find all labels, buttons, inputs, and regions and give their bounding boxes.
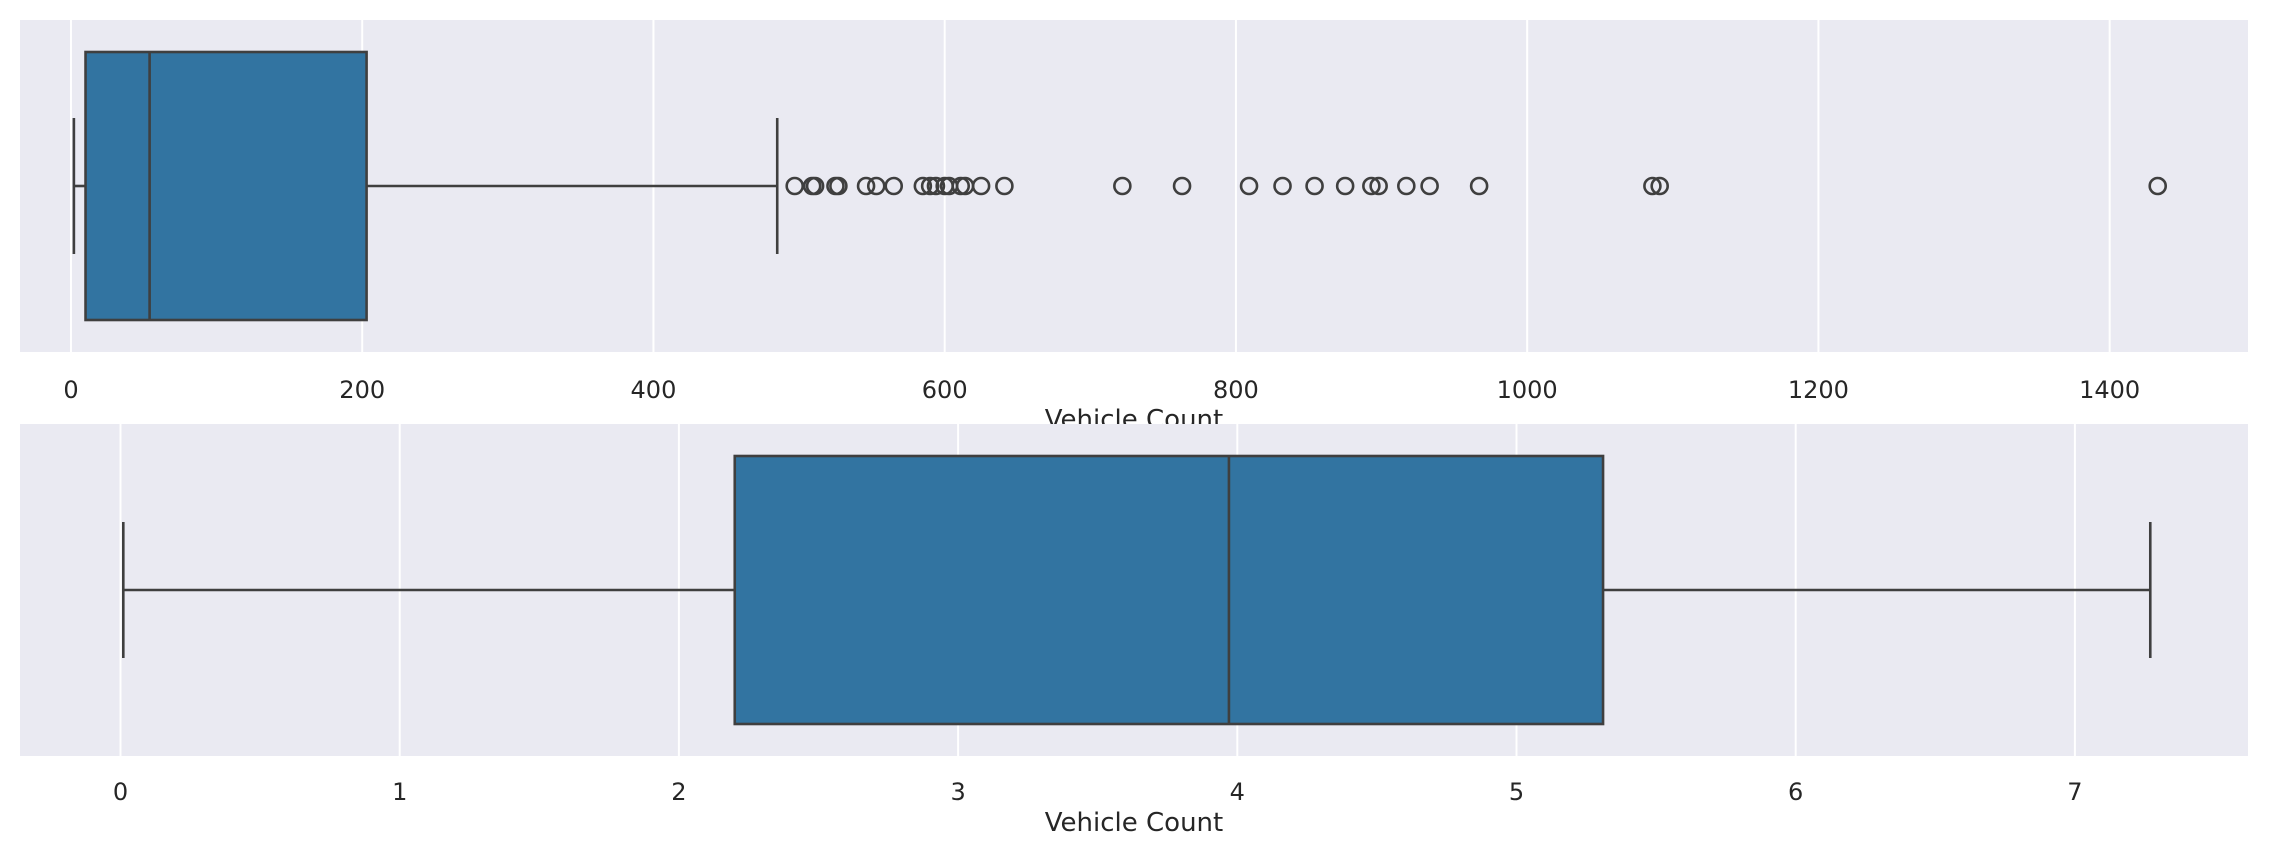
top-x-tick-label: 800 — [1213, 376, 1259, 404]
top-outlier-point — [1305, 176, 1324, 196]
top-outlier-point — [926, 176, 946, 196]
top-boxplot-panel: 0 200 400 600 800 1000 1200 1400 Vehicle Count — [20, 20, 2248, 435]
top-iqr-box — [84, 50, 368, 322]
top-x-tick-label: 600 — [922, 376, 968, 404]
top-outlier-point — [1397, 176, 1416, 196]
top-outlier-point — [1113, 176, 1132, 196]
top-outlier-point — [920, 176, 940, 196]
top-outlier-point — [1172, 176, 1192, 196]
bottom-x-tick-label: 0 — [113, 778, 128, 806]
top-outlier-point — [1273, 176, 1292, 196]
top-tick-labels: 0 200 400 600 800 1000 1200 1400 — [63, 376, 2140, 404]
top-outlier-point — [1650, 176, 1669, 196]
bottom-x-tick-label: 4 — [1230, 778, 1245, 806]
top-outlier-point — [1420, 176, 1439, 196]
top-outlier-point — [805, 176, 825, 196]
top-x-tick-label: 1200 — [1788, 376, 1849, 404]
top-x-tick-label: 200 — [339, 376, 385, 404]
top-outlier-point — [995, 176, 1014, 196]
bottom-x-tick-label: 2 — [671, 778, 686, 806]
top-outlier-point — [829, 176, 848, 196]
bottom-iqr-box — [733, 454, 1605, 726]
top-outlier-point — [1369, 176, 1388, 196]
top-outlier-point — [1239, 176, 1259, 196]
bottom-tick-labels: 0 1 2 3 4 5 6 7 — [113, 778, 2083, 806]
bottom-box-marks — [122, 454, 2152, 726]
top-outlier-point — [1469, 176, 1489, 196]
bottom-x-axis-label: Vehicle Count — [1045, 808, 1223, 838]
top-x-tick-label: 0 — [63, 376, 78, 404]
top-outlier-point — [2148, 176, 2168, 196]
bottom-x-tick-label: 7 — [2067, 778, 2082, 806]
bottom-boxplot-panel: 0 1 2 3 4 5 6 7 Vehicle Count — [20, 424, 2248, 838]
bottom-x-tick-label: 6 — [1788, 778, 1803, 806]
top-outlier-point — [913, 176, 933, 196]
top-box-marks — [72, 50, 2168, 322]
top-outlier-point — [1362, 176, 1381, 196]
bottom-x-tick-label: 5 — [1509, 778, 1524, 806]
top-outlier-point — [1643, 176, 1662, 196]
top-outlier-point — [785, 176, 805, 196]
bottom-x-tick-label: 1 — [392, 778, 407, 806]
bottom-x-tick-label: 3 — [950, 778, 965, 806]
top-outlier-point — [866, 176, 886, 196]
top-outlier-point — [884, 176, 904, 196]
top-x-tick-label: 400 — [631, 376, 677, 404]
top-x-tick-label: 1000 — [1497, 376, 1558, 404]
top-outlier-point — [1335, 176, 1355, 196]
top-outlier-point — [971, 176, 991, 196]
top-x-tick-label: 1400 — [2079, 376, 2140, 404]
top-outlier-point — [856, 176, 876, 196]
